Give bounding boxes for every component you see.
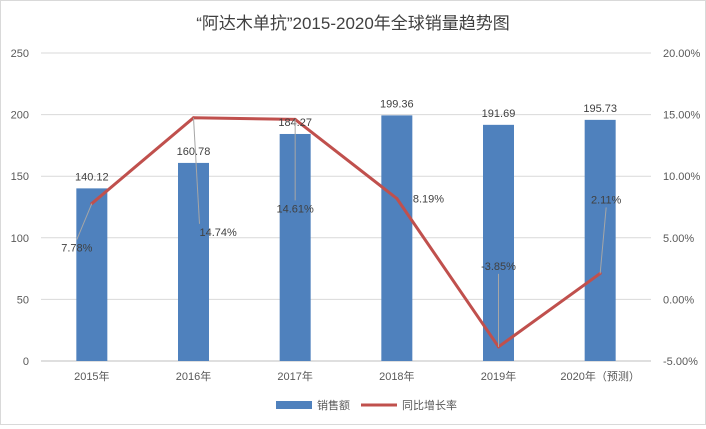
bar-value-label: 199.36 (380, 98, 414, 110)
line-point (395, 196, 399, 200)
y-right-tick-label: 15.00% (663, 110, 701, 122)
y-left-tick-label: 250 (11, 48, 29, 60)
growth-rate-line (90, 116, 602, 349)
y-right-tick-label: 20.00% (663, 48, 701, 60)
legend: 销售额 同比增长率 (276, 398, 457, 412)
line-value-label: 2.11% (591, 194, 622, 206)
legend-label: 销售额 (317, 398, 350, 412)
bar-series (76, 115, 616, 361)
bar-value-label: 140.12 (75, 171, 109, 183)
x-tick-label: 2019年 (481, 369, 516, 383)
line-value-label: 7.78% (61, 243, 92, 255)
label-leader-line (76, 203, 93, 240)
y-right-tick-label: 10.00% (663, 171, 701, 183)
y-left-tick-label: 150 (11, 171, 29, 183)
y-right-tick-label: -5.00% (663, 356, 698, 368)
legend-label: 同比增长率 (402, 398, 457, 412)
label-leader-line (599, 207, 607, 274)
bar (76, 188, 108, 361)
x-tick-label: 2016年 (176, 369, 211, 383)
bar-value-label: 191.69 (482, 108, 516, 120)
line-value-label: 8.19% (413, 193, 444, 205)
line-series (90, 116, 602, 349)
x-tick-label: 2018年 (379, 369, 414, 383)
y-left-tick-label: 200 (11, 110, 29, 122)
line-value-label: 14.61% (277, 203, 315, 215)
bar (584, 119, 616, 361)
y-left-tick-label: 100 (11, 233, 29, 245)
y-left-tick-label: 0 (23, 356, 29, 368)
chart-title: “阿达木单抗”2015-2020年全球销量趋势图 (196, 14, 510, 33)
bar-value-label: 195.73 (583, 103, 617, 115)
x-tick-label: 2015年 (74, 369, 109, 383)
label-leader-line (193, 117, 200, 224)
line-value-label: -3.85% (481, 261, 516, 273)
bar (178, 162, 209, 361)
axes: 0 50 100 150 200 250 -5.00% 0.00% 5.00% 10.00% 15.… (11, 48, 701, 383)
line-value-label: 14.74% (200, 227, 238, 239)
x-tick-label: 2020年（预测） (560, 369, 639, 383)
bar-value-label: 160.78 (177, 146, 211, 158)
y-right-tick-label: 0.00% (663, 294, 694, 306)
bar (381, 115, 413, 361)
y-left-tick-label: 50 (17, 294, 29, 306)
gridlines (41, 52, 651, 362)
y-right-tick-label: 5.00% (663, 233, 694, 245)
legend-swatch-bar (276, 401, 312, 409)
x-tick-label: 2017年 (277, 369, 312, 383)
